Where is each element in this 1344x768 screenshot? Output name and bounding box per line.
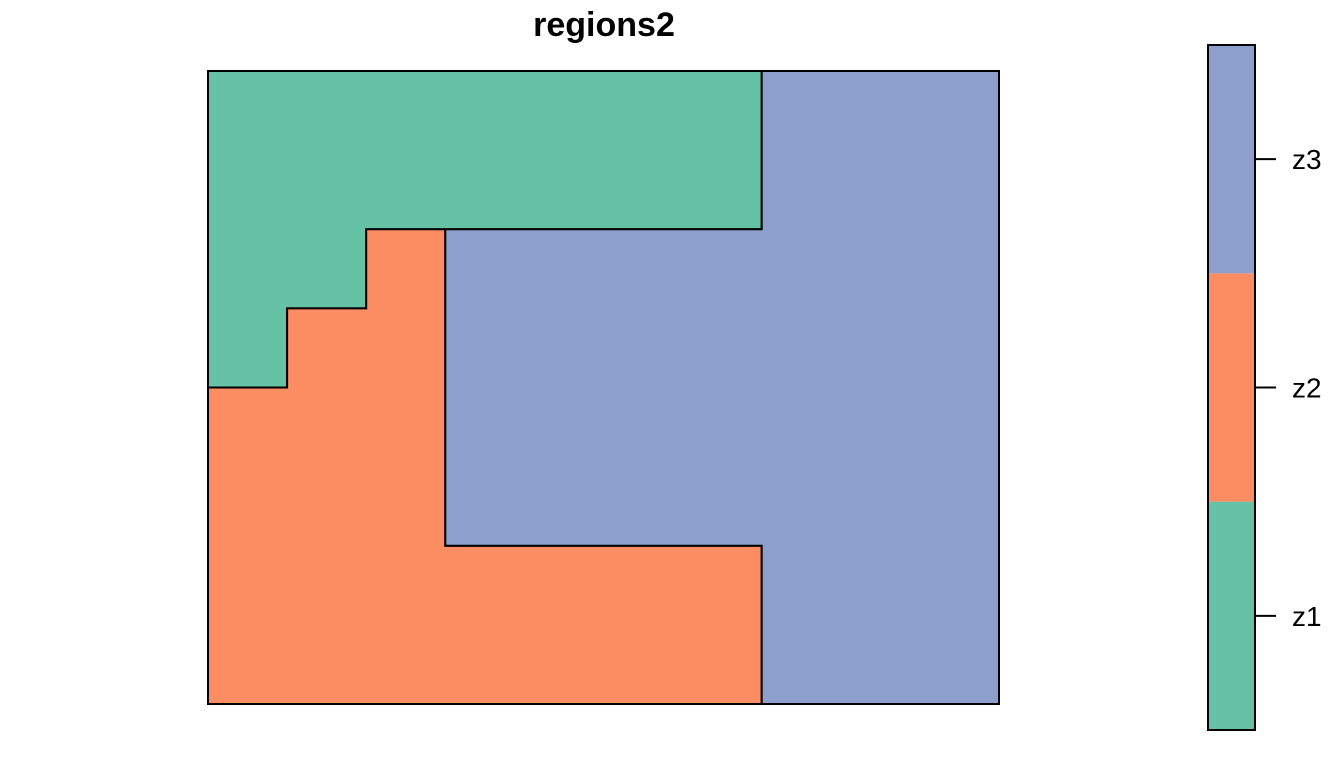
legend-label-z2: z2 [1292, 373, 1322, 404]
legend-swatch-z2 [1208, 273, 1255, 502]
chart-title: regions2 [533, 6, 675, 44]
legend-label-z3: z3 [1292, 144, 1322, 175]
legend-swatch-z3 [1208, 45, 1255, 274]
legend-swatch-z1 [1208, 501, 1255, 730]
legend-label-z1: z1 [1292, 601, 1322, 632]
region-z3 [444, 70, 1000, 705]
region-map [207, 70, 1000, 705]
color-legend: z1 z2 z3 [1207, 44, 1322, 731]
